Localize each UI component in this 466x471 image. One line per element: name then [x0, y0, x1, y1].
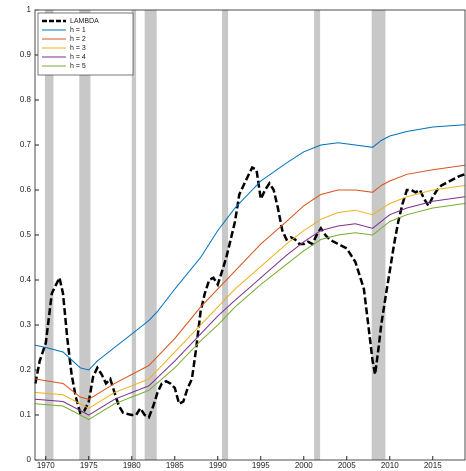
x-tick-label: 1985 — [166, 461, 184, 470]
y-tick-label: 0.1 — [20, 410, 32, 419]
legend-label: LAMBDA — [70, 18, 99, 25]
recession-band — [144, 10, 157, 460]
legend-label: h = 2 — [70, 36, 86, 43]
y-tick-label: 0.8 — [20, 95, 32, 104]
series-line — [35, 124, 465, 371]
x-tick-label: 1980 — [123, 461, 141, 470]
y-tick-label: 0.2 — [20, 365, 32, 374]
x-tick-label: 1990 — [209, 461, 227, 470]
x-tick-label: 2015 — [424, 461, 442, 470]
x-tick-label: 1995 — [252, 461, 270, 470]
recession-band — [44, 10, 54, 460]
y-tick-label: 0.4 — [20, 275, 32, 284]
y-tick-label: 1 — [27, 5, 32, 14]
y-tick-label: 0.9 — [20, 50, 32, 59]
plot-frame — [34, 9, 466, 461]
series-line — [35, 203, 465, 421]
legend-box — [37, 12, 134, 76]
y-tick-label: 0.7 — [20, 140, 32, 149]
recession-band — [371, 10, 386, 460]
recession-band — [79, 10, 91, 460]
x-tick-label: 1970 — [37, 461, 55, 470]
legend-label: h = 1 — [70, 27, 86, 34]
legend-label: h = 5 — [70, 63, 86, 70]
series-line — [35, 185, 465, 409]
x-tick-label: 2010 — [381, 461, 399, 470]
recession-band — [131, 10, 137, 460]
x-tick-label: 2000 — [295, 461, 313, 470]
x-tick-label: 2005 — [338, 461, 356, 470]
y-tick-label: 0.3 — [20, 320, 32, 329]
y-tick-label: 0 — [27, 455, 32, 464]
recession-band — [222, 10, 229, 460]
legend: LAMBDA h = 1 h = 2 h = 3 h = 4 h = 5 — [37, 12, 134, 76]
series-line — [35, 196, 465, 416]
legend-label: h = 4 — [70, 54, 86, 61]
x-tick-label: 1975 — [80, 461, 98, 470]
series-line — [35, 164, 465, 400]
y-tick-label: 0.5 — [20, 230, 32, 239]
y-tick-label: 0.6 — [20, 185, 32, 194]
legend-label: h = 3 — [70, 45, 86, 52]
series-line — [34, 165, 466, 420]
